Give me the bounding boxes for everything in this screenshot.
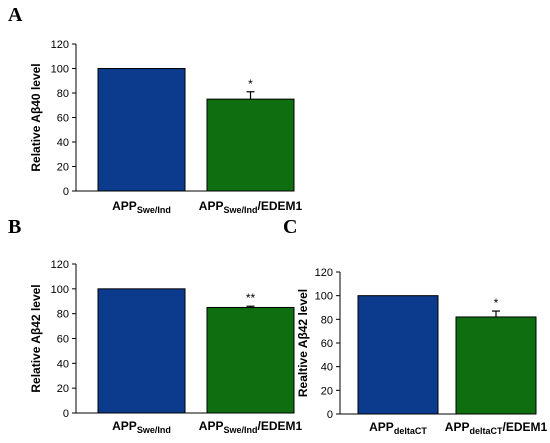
y-tick-label: 40: [57, 358, 69, 370]
y-tick-label: 40: [57, 137, 69, 149]
bar-0: [97, 68, 186, 192]
y-axis-label: Relative Aβ40 level: [29, 63, 43, 171]
chart-1: 0 20 40 60 80 100 120 Relative Aβ42 level APPSwe…: [29, 259, 303, 435]
x-category-label: APPSwe/Ind: [112, 419, 171, 435]
bar-0: [97, 288, 186, 414]
x-category-label: APPdeltaCT/EDEM1: [445, 420, 548, 436]
significance-marker: *: [494, 296, 499, 310]
x-category-label: APPSwe/Ind/EDEM1: [199, 199, 303, 215]
chart-0: 0 20 40 60 80 100 120 Relative Aβ40 level APPSwe…: [29, 39, 303, 215]
x-category-label: APPSwe/Ind: [112, 199, 171, 215]
panel-letter-a: A: [8, 4, 23, 26]
y-tick-label: 0: [327, 409, 333, 421]
y-tick-label: 60: [321, 338, 333, 350]
y-tick-label: 120: [51, 39, 69, 51]
y-tick-label: 60: [57, 334, 69, 346]
y-tick-label: 80: [57, 88, 69, 100]
panel-letter-b: B: [8, 216, 22, 238]
bar-0: [357, 295, 439, 415]
y-axis-label: Realtive Aβ42 level: [296, 289, 310, 397]
y-tick-label: 60: [57, 113, 69, 125]
y-tick-label: 20: [57, 383, 69, 395]
y-tick-label: 0: [63, 408, 69, 420]
y-tick-label: 80: [321, 314, 333, 326]
y-tick-label: 80: [57, 309, 69, 321]
y-tick-label: 40: [321, 362, 333, 374]
y-tick-label: 100: [51, 284, 69, 296]
y-tick-label: 100: [315, 291, 333, 303]
significance-marker: **: [246, 291, 256, 305]
significance-marker: *: [248, 77, 253, 91]
y-tick-label: 20: [57, 162, 69, 174]
y-tick-label: 120: [51, 259, 69, 271]
panel-letter-c: C: [283, 216, 298, 238]
bar-1: [206, 306, 295, 414]
y-tick-label: 20: [321, 385, 333, 397]
y-tick-label: 0: [63, 186, 69, 198]
y-tick-label: 120: [315, 267, 333, 279]
chart-2: 0 20 40 60 80 100 120 Realtive Aβ42 level APPdel…: [296, 267, 548, 436]
x-category-label: APPdeltaCT: [369, 420, 427, 436]
y-axis-label: Relative Aβ42 level: [29, 284, 43, 392]
bar-1: [455, 316, 537, 415]
x-category-label: APPSwe/Ind/EDEM1: [199, 419, 303, 435]
bar-1: [206, 98, 295, 192]
y-tick-label: 100: [51, 64, 69, 76]
